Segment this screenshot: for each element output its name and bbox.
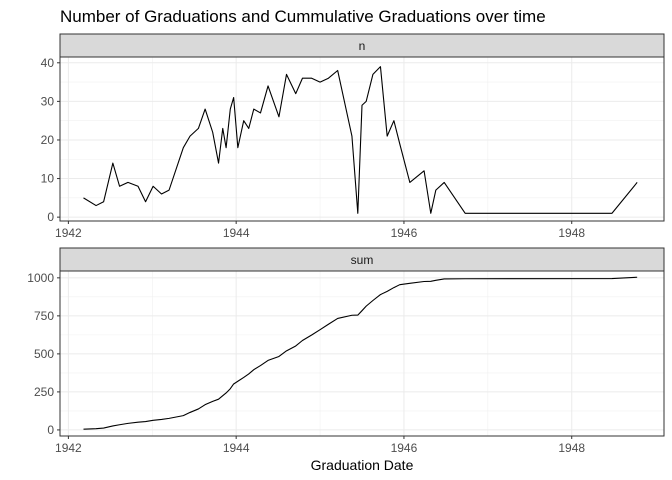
x-tick-label-sum: 1948 <box>558 441 585 455</box>
gridlines-n <box>60 57 664 221</box>
strip-label-n: n <box>359 39 366 53</box>
x-axis-sum: 1942 1944 1946 1948 <box>55 436 585 455</box>
y-tick-label-sum: 250 <box>34 385 54 399</box>
chart-title: Number of Graduations and Cummulative Gr… <box>60 7 546 26</box>
series-line-sum <box>83 276 638 430</box>
x-tick-label-n: 1942 <box>55 226 82 240</box>
gridlines-sum <box>60 271 664 436</box>
series-n <box>83 66 638 214</box>
x-tick-label-n: 1948 <box>558 226 585 240</box>
y-tick-label-n: 20 <box>41 133 55 147</box>
x-tick-label-n: 1946 <box>391 226 418 240</box>
x-tick-label-n: 1944 <box>223 226 250 240</box>
x-tick-label-sum: 1944 <box>223 441 250 455</box>
panel-n: n 0 10 20 30 40 1942 1944 1946 1948 <box>41 33 665 240</box>
y-tick-label-n: 40 <box>41 56 55 70</box>
x-axis-title: Graduation Date <box>311 457 414 473</box>
y-axis-n: 0 10 20 30 40 <box>41 56 60 224</box>
y-tick-label-n: 0 <box>47 210 54 224</box>
y-tick-label-n: 10 <box>41 172 55 186</box>
x-tick-label-sum: 1942 <box>55 441 82 455</box>
plot-area-n <box>60 57 664 221</box>
series-sum <box>83 276 638 430</box>
y-tick-label-n: 30 <box>41 94 55 108</box>
panel-border-n <box>59 56 665 222</box>
strip-label-sum: sum <box>351 253 374 267</box>
series-line-n <box>83 66 638 214</box>
x-tick-label-sum: 1946 <box>391 441 418 455</box>
y-tick-label-sum: 750 <box>34 309 54 323</box>
panel-sum: sum 0 250 500 750 1000 1942 1944 1946 1948 <box>27 247 665 455</box>
y-tick-label-sum: 1000 <box>27 271 54 285</box>
y-tick-label-sum: 0 <box>47 423 54 437</box>
y-tick-label-sum: 500 <box>34 347 54 361</box>
x-axis-n: 1942 1944 1946 1948 <box>55 221 585 240</box>
y-axis-sum: 0 250 500 750 1000 <box>27 271 60 437</box>
